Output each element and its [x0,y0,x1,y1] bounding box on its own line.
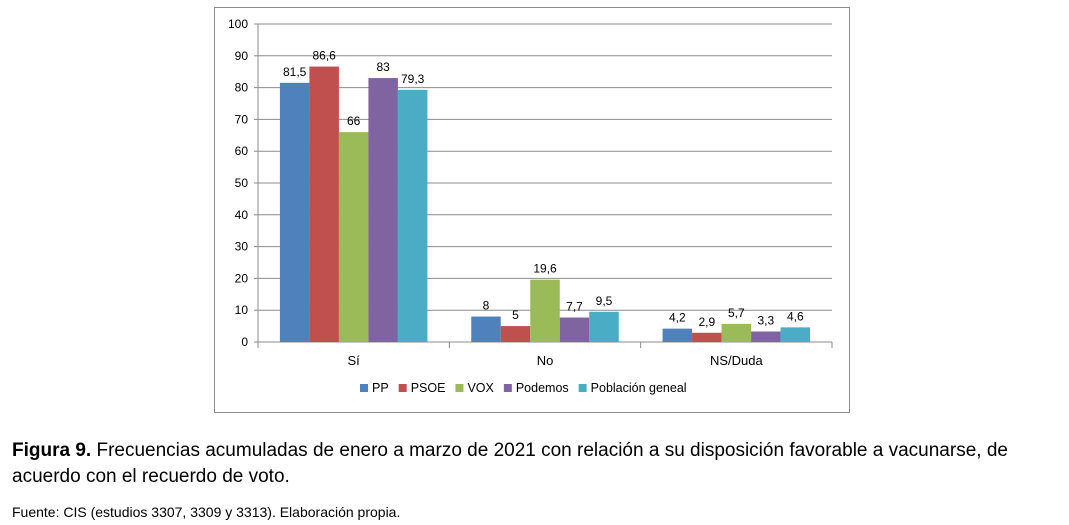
bar-vox [530,279,560,342]
data-label: 5,7 [728,306,745,320]
data-label: 7,7 [566,300,583,314]
bar-psoe [500,326,531,342]
legend-label: VOX [467,381,494,395]
y-tick-label: 10 [235,303,249,317]
data-label: 3,3 [757,314,774,328]
y-tick-label: 100 [228,17,248,31]
y-tick-label: 30 [235,240,249,254]
bar-pp [471,316,501,342]
data-label: 83 [376,60,390,74]
caption-label: Figura 9. [12,440,92,461]
data-label: 19,6 [533,262,557,276]
y-tick-label: 20 [235,271,249,285]
data-label: 2,9 [698,315,715,329]
data-label: 81,5 [283,65,307,79]
bar-vox [338,132,369,342]
bar-población-geneal [589,311,619,342]
y-tick-label: 80 [235,81,249,95]
data-label: 86,6 [312,49,336,63]
bar-población-geneal [397,89,428,343]
legend-swatch [360,384,368,392]
bar-podemos [368,78,398,342]
data-label: 8 [483,299,490,313]
bar-podemos [559,317,590,342]
bar-pp [662,328,693,342]
bar-vox [721,323,752,342]
legend-swatch [578,384,587,392]
bar-psoe [309,66,339,342]
legend-label: Podemos [516,381,569,395]
y-tick-label: 50 [235,176,249,190]
bar-población-geneal [780,327,811,342]
y-tick-label: 70 [235,112,249,126]
caption-text: Frecuencias acumuladas de enero a marzo … [12,440,1008,487]
data-label: 4,6 [787,309,804,323]
x-category-label: NS/Duda [710,353,764,368]
data-label: 66 [347,114,361,128]
y-tick-label: 90 [235,49,249,63]
data-label: 9,5 [596,294,613,308]
y-tick-label: 0 [241,335,248,349]
data-label: 4,2 [669,311,686,325]
figure-caption: Figura 9. Frecuencias acumuladas de ener… [12,438,1062,490]
bar-pp [279,82,310,342]
x-category-label: Sí [348,353,361,368]
source-note: Fuente: CIS (estudios 3307, 3309 y 3313)… [12,504,401,520]
chart-frame: 0 10 20 30 40 50 60 70 80 90 100 Sí 81,5 86,6 66 83 79,3… [214,7,850,413]
bar-podemos [751,331,781,342]
y-tick-label: 40 [235,208,249,222]
legend-label: PP [372,381,389,395]
legend-swatch [503,384,512,392]
legend-label: PSOE [411,381,446,395]
y-tick-label: 60 [235,144,249,158]
x-category-label: No [537,353,554,368]
legend-swatch [455,384,464,392]
legend-swatch [398,384,407,392]
bar-chart: 0 10 20 30 40 50 60 70 80 90 100 Sí 81,5 86,6 66 83 79,3… [228,17,833,395]
data-label: 5 [512,308,519,322]
data-label: 79,3 [401,72,425,86]
legend-label: Población geneal [591,381,687,395]
bar-psoe [692,332,722,342]
